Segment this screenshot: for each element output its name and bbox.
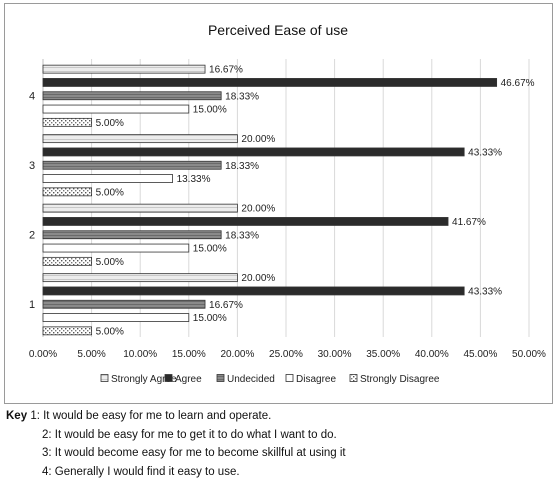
x-tick-label: 30.00% xyxy=(318,349,352,360)
bar-value-label: 18.33% xyxy=(225,230,259,241)
x-tick-label: 20.00% xyxy=(220,349,254,360)
key-num: 1 xyxy=(30,410,37,422)
legend-swatch-strongly-disagree xyxy=(349,374,358,382)
key-text: : Generally I would find it easy to use. xyxy=(48,465,240,478)
bar-strongly-agree-q3 xyxy=(42,134,238,144)
legend-label-disagree: Disagree xyxy=(296,374,336,385)
bar-strongly-agree-q4 xyxy=(42,64,206,74)
x-tick-label: 10.00% xyxy=(123,349,157,360)
x-tick-label: 25.00% xyxy=(269,349,303,360)
bar-disagree-q1 xyxy=(42,313,190,322)
key-text: : It would be easy for me to learn and o… xyxy=(36,410,272,422)
bar-disagree-q4 xyxy=(42,104,190,114)
bar-strongly-disagree-q4 xyxy=(42,117,92,127)
bar-disagree-q2 xyxy=(42,243,190,253)
bar-agree-q1 xyxy=(42,286,465,296)
bar-value-label: 15.00% xyxy=(193,244,227,255)
legend-label-agree: Agree xyxy=(175,374,202,385)
bar-undecided-q4 xyxy=(42,91,222,101)
bar-value-label: 16.67% xyxy=(209,65,243,76)
legend-swatch-strongly-agree xyxy=(100,374,109,382)
key-line-4: 4: Generally I would find it easy to use… xyxy=(6,463,551,482)
key-text: : It would become easy for me to become … xyxy=(48,447,346,459)
x-tick-label: 45.00% xyxy=(463,349,497,360)
x-tick-label: 0.00% xyxy=(29,349,57,360)
bar-value-label: 18.33% xyxy=(225,91,259,102)
bar-strongly-disagree-q1 xyxy=(42,326,92,336)
category-label: 3 xyxy=(29,160,35,172)
category-label: 4 xyxy=(29,90,35,102)
x-tick-label: 5.00% xyxy=(77,349,105,360)
bar-chart: Perceived Ease of use 20.00%43.33%16.67%… xyxy=(29,22,546,385)
bar-undecided-q1 xyxy=(42,299,206,309)
category-label: 1 xyxy=(29,299,35,311)
bar-value-label: 16.67% xyxy=(209,300,243,311)
bar-value-label: 43.33% xyxy=(468,286,502,297)
key-num: 4 xyxy=(42,465,49,478)
bar-undecided-q2 xyxy=(42,230,222,240)
legend-label-undecided: Undecided xyxy=(227,374,275,385)
bar-value-label: 18.33% xyxy=(225,161,259,172)
bar-value-label: 5.00% xyxy=(96,326,124,337)
key-num: 3 xyxy=(42,447,49,459)
key-section: Key 1: It would be easy for me to learn … xyxy=(6,407,551,481)
legend-swatch-disagree xyxy=(285,374,294,382)
bar-agree-q2 xyxy=(42,217,449,226)
bar-value-label: 46.67% xyxy=(501,78,535,89)
chart-title: Perceived Ease of use xyxy=(208,22,348,38)
x-tick-label: 50.00% xyxy=(512,349,546,360)
x-tick-label: 15.00% xyxy=(172,349,206,360)
bar-disagree-q3 xyxy=(42,174,173,183)
legend-label-strongly-agree: Strongly Agree xyxy=(111,374,177,385)
bar-value-label: 5.00% xyxy=(96,118,124,129)
key-line-3: 3: It would become easy for me to become… xyxy=(6,444,551,463)
category-label: 2 xyxy=(29,229,35,241)
key-line-1: Key 1: It would be easy for me to learn … xyxy=(6,407,551,426)
chart-frame: Perceived Ease of use 20.00% 43.33% 16.67%… xyxy=(4,3,553,404)
key-text: : It would be easy for me to get it to d… xyxy=(48,428,337,441)
bar-value-label: 13.33% xyxy=(177,174,211,185)
bar-undecided-q3 xyxy=(42,160,222,170)
key-line-2: 2: It would be easy for me to get it to … xyxy=(6,426,551,445)
key-num: 2 xyxy=(42,428,49,441)
bar-strongly-agree-q1 xyxy=(42,273,238,283)
legend-label-strongly-disagree: Strongly Disagree xyxy=(360,374,440,385)
bar-value-label: 41.67% xyxy=(452,217,486,228)
bar-value-label: 43.33% xyxy=(468,147,502,158)
bar-value-label: 20.00% xyxy=(241,204,275,215)
bar-value-label: 5.00% xyxy=(96,187,124,198)
bar-value-label: 20.00% xyxy=(241,134,275,145)
bar-value-label: 20.00% xyxy=(241,273,275,284)
legend-swatch-undecided xyxy=(216,374,225,382)
bar-value-label: 15.00% xyxy=(193,313,227,324)
bar-value-label: 5.00% xyxy=(96,257,124,268)
bar-strongly-agree-q2 xyxy=(42,203,238,213)
bar-strongly-disagree-q2 xyxy=(42,256,92,266)
bar-strongly-disagree-q3 xyxy=(42,187,92,197)
bar-agree-q4 xyxy=(42,78,498,87)
legend-swatch-agree xyxy=(164,374,173,382)
x-tick-label: 35.00% xyxy=(366,349,400,360)
bar-value-label: 15.00% xyxy=(193,105,227,116)
x-tick-label: 40.00% xyxy=(415,349,449,360)
key-heading: Key xyxy=(6,410,28,422)
bar-agree-q3 xyxy=(42,147,465,157)
